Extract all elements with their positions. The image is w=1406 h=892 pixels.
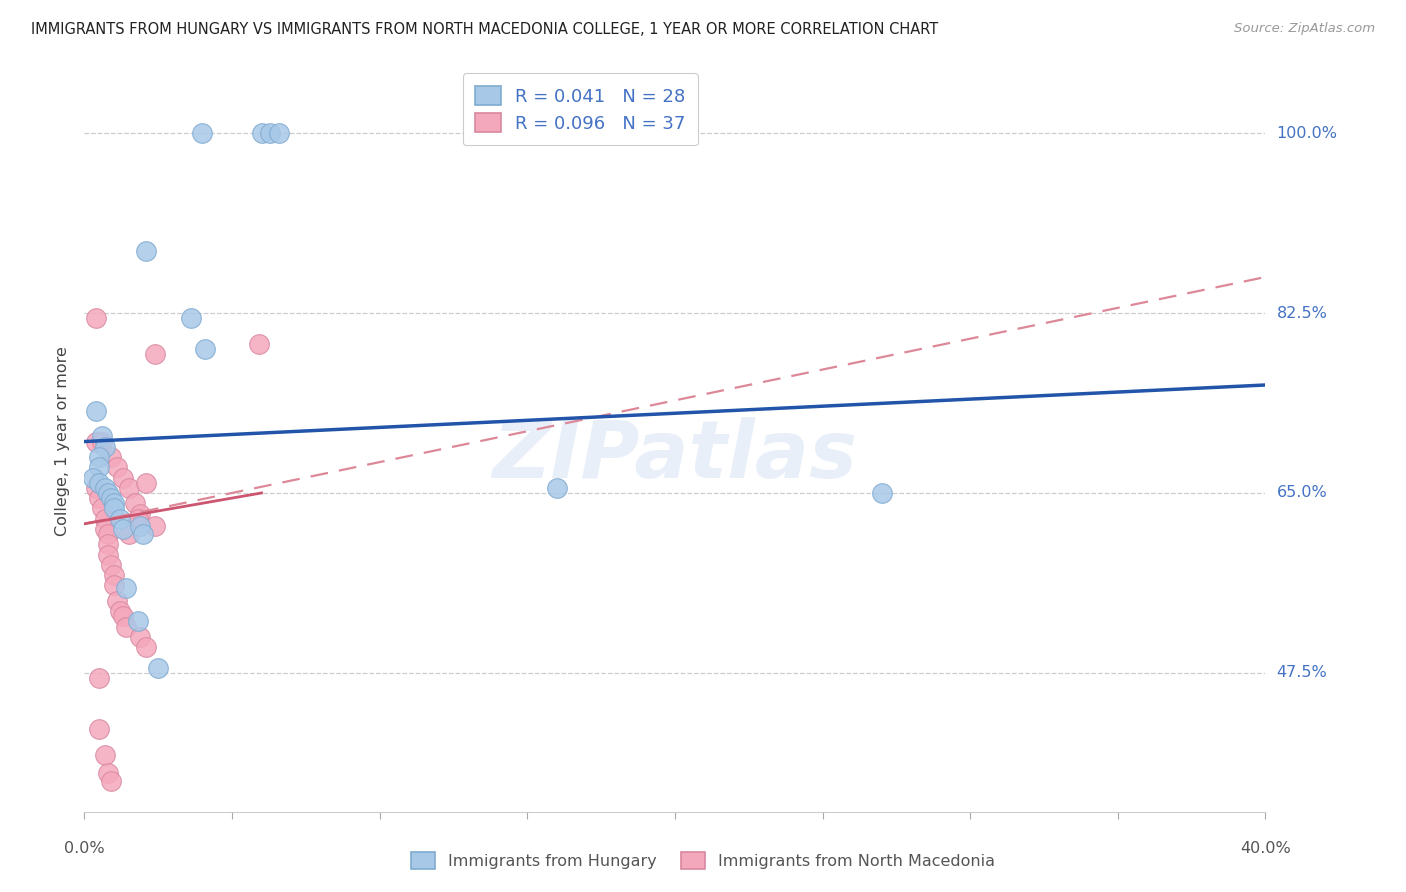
Point: [191, 126, 214, 140]
Point: [129, 507, 152, 521]
Point: [94, 748, 117, 763]
Point: [100, 773, 122, 788]
Point: [103, 496, 125, 510]
Point: [97, 548, 120, 562]
Point: [111, 470, 134, 484]
Point: [269, 126, 291, 140]
Point: [82, 470, 104, 484]
Point: [103, 578, 125, 592]
Text: 82.5%: 82.5%: [1277, 305, 1327, 320]
Point: [100, 450, 122, 464]
Point: [143, 519, 166, 533]
Point: [250, 126, 273, 140]
Point: [84, 311, 107, 326]
Point: [870, 486, 893, 500]
Point: [84, 481, 107, 495]
Point: [97, 486, 120, 500]
Point: [100, 558, 122, 572]
Text: 100.0%: 100.0%: [1277, 126, 1337, 141]
Y-axis label: College, 1 year or more: College, 1 year or more: [55, 347, 70, 536]
Point: [103, 501, 125, 516]
Text: IMMIGRANTS FROM HUNGARY VS IMMIGRANTS FROM NORTH MACEDONIA COLLEGE, 1 YEAR OR MO: IMMIGRANTS FROM HUNGARY VS IMMIGRANTS FR…: [31, 22, 938, 37]
Point: [247, 336, 270, 351]
Point: [127, 615, 149, 629]
Point: [135, 640, 157, 655]
Point: [87, 450, 111, 464]
Point: [87, 491, 111, 505]
Point: [105, 594, 128, 608]
Point: [135, 475, 157, 490]
Point: [94, 522, 117, 536]
Point: [259, 126, 281, 140]
Point: [118, 527, 141, 541]
Point: [97, 765, 120, 780]
Point: [194, 342, 217, 356]
Legend: R = 0.041   N = 28, R = 0.096   N = 37: R = 0.041 N = 28, R = 0.096 N = 37: [463, 73, 699, 145]
Point: [94, 481, 117, 495]
Point: [97, 537, 120, 551]
Point: [132, 527, 155, 541]
Point: [94, 511, 117, 525]
Point: [97, 527, 120, 541]
Point: [135, 244, 157, 259]
Point: [84, 403, 107, 417]
Text: 40.0%: 40.0%: [1240, 841, 1291, 856]
Point: [108, 604, 131, 618]
Point: [124, 496, 146, 510]
Point: [105, 460, 128, 475]
Point: [108, 511, 131, 525]
Point: [118, 481, 141, 495]
Point: [91, 501, 114, 516]
Point: [114, 581, 136, 595]
Text: ZIPatlas: ZIPatlas: [492, 417, 858, 495]
Point: [94, 440, 117, 454]
Point: [129, 519, 152, 533]
Point: [111, 609, 134, 624]
Point: [91, 434, 114, 449]
Point: [143, 347, 166, 361]
Text: Source: ZipAtlas.com: Source: ZipAtlas.com: [1234, 22, 1375, 36]
Point: [546, 481, 568, 495]
Point: [87, 460, 111, 475]
Point: [111, 522, 134, 536]
Point: [87, 723, 111, 737]
Point: [129, 630, 152, 644]
Point: [87, 671, 111, 685]
Text: 0.0%: 0.0%: [65, 841, 104, 856]
Point: [127, 511, 149, 525]
Point: [100, 491, 122, 505]
Text: 47.5%: 47.5%: [1277, 665, 1327, 681]
Point: [103, 568, 125, 582]
Point: [148, 661, 170, 675]
Point: [91, 429, 114, 443]
Point: [114, 620, 136, 634]
Legend: Immigrants from Hungary, Immigrants from North Macedonia: Immigrants from Hungary, Immigrants from…: [404, 845, 1002, 877]
Text: 65.0%: 65.0%: [1277, 485, 1327, 500]
Point: [84, 434, 107, 449]
Point: [180, 311, 202, 326]
Point: [87, 475, 111, 490]
